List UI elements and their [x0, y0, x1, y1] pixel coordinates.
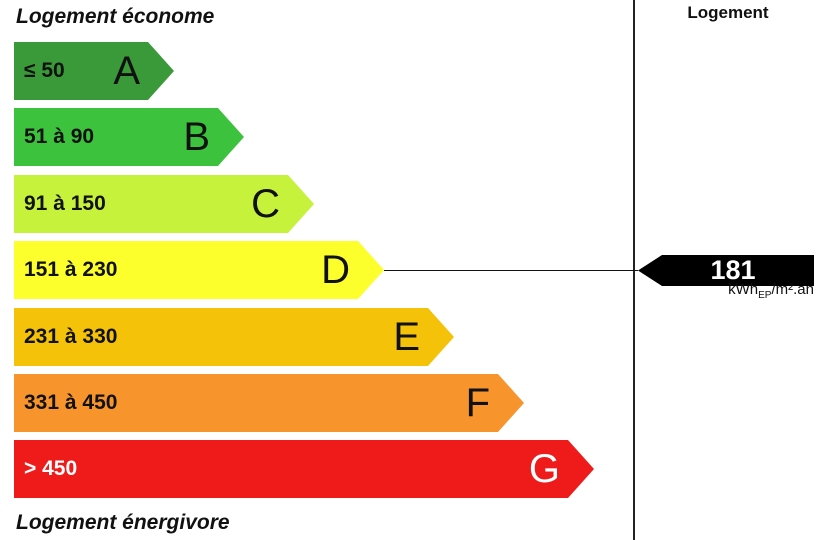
energy-band-e-shape [14, 307, 454, 366]
value-marker-shape [638, 254, 814, 286]
energy-band-b-shape [14, 108, 244, 167]
energy-band-c: 91 à 150 C [14, 174, 314, 233]
energy-band-g-shape [14, 440, 594, 499]
energy-band-f-range: 331 à 450 [24, 391, 118, 414]
energy-band-d: 151 à 230 D [14, 241, 384, 300]
energy-band-g: > 450 G [14, 440, 594, 499]
value-marker-arrow [638, 254, 814, 286]
energy-band-a-shape [14, 42, 174, 100]
unit-sub: EP [758, 290, 772, 301]
energy-band-e-letter: E [393, 314, 420, 359]
value-unit: kWhEP/m².an [728, 281, 814, 301]
energy-band-f-shape [14, 374, 524, 432]
value-marker: 181 [638, 254, 814, 286]
energy-band-b-arrow [14, 108, 244, 167]
bottom-caption: Logement énergivore [16, 511, 230, 534]
energy-band-c-shape [14, 174, 314, 233]
energy-band-e-arrow [14, 307, 454, 366]
value-connector-line [384, 270, 638, 271]
top-caption: Logement économe [16, 5, 215, 28]
energy-band-b: 51 à 90 B [14, 108, 244, 167]
energy-band-a-arrow [14, 42, 174, 100]
value-number: 181 [710, 254, 756, 285]
energy-band-d-shape [14, 241, 384, 300]
energy-band-c-arrow [14, 174, 314, 233]
energy-band-g-arrow [14, 440, 594, 499]
energy-band-b-letter: B [183, 115, 210, 160]
energy-band-a: ≤ 50 A [14, 42, 174, 100]
energy-band-d-arrow [14, 241, 384, 300]
energy-band-d-range: 151 à 230 [24, 258, 118, 282]
energy-band-g-letter: G [528, 447, 560, 492]
energy-band-g-range: > 450 [24, 457, 78, 481]
energy-band-b-range: 51 à 90 [24, 125, 95, 149]
energy-band-d-letter: D [321, 248, 350, 293]
unit-main: kWh [728, 281, 759, 298]
unit-rest: /m².an [771, 281, 814, 298]
energy-band-f-arrow [14, 374, 524, 432]
energy-band-f: 331 à 450 F [14, 374, 524, 432]
energy-band-e-range: 231 à 330 [24, 324, 118, 348]
energy-band-e: 231 à 330 E [14, 307, 454, 366]
column-title: Logement [687, 3, 769, 22]
energy-band-c-range: 91 à 150 [24, 191, 106, 215]
energy-band-c-letter: C [251, 181, 280, 226]
energy-band-f-letter: F [465, 381, 490, 425]
energy-band-a-letter: A [113, 49, 140, 93]
energy-band-a-range: ≤ 50 [24, 59, 65, 82]
